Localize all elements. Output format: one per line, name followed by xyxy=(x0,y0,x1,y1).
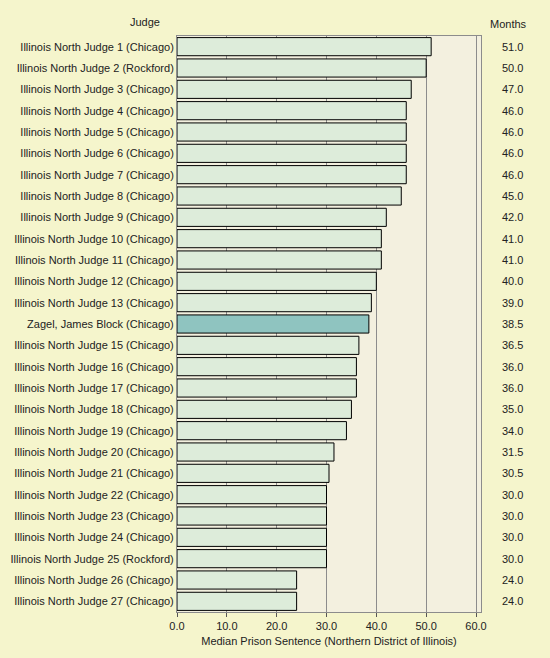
svg-text:Illinois North Judge 18 (Chica: Illinois North Judge 18 (Chicago) xyxy=(14,403,174,415)
svg-text:Illinois North Judge 25 (Rockf: Illinois North Judge 25 (Rockford) xyxy=(11,553,174,565)
svg-text:Illinois North Judge 10 (Chica: Illinois North Judge 10 (Chicago) xyxy=(14,233,174,245)
svg-text:36.5: 36.5 xyxy=(502,339,523,351)
svg-text:Illinois North Judge 26 (Chica: Illinois North Judge 26 (Chicago) xyxy=(14,574,174,586)
svg-text:Median Prison Sentence (Northe: Median Prison Sentence (Northern Distric… xyxy=(201,635,457,647)
svg-text:31.5: 31.5 xyxy=(502,446,523,458)
svg-text:46.0: 46.0 xyxy=(502,126,523,138)
svg-text:Illinois North Judge 12 (Chica: Illinois North Judge 12 (Chicago) xyxy=(14,275,174,287)
svg-text:Illinois North Judge 15 (Chica: Illinois North Judge 15 (Chicago) xyxy=(14,339,174,351)
svg-text:24.0: 24.0 xyxy=(502,574,523,586)
svg-text:Illinois North Judge 17 (Chica: Illinois North Judge 17 (Chicago) xyxy=(14,382,174,394)
svg-text:10.0: 10.0 xyxy=(216,620,237,632)
svg-text:Illinois North Judge 23 (Chica: Illinois North Judge 23 (Chicago) xyxy=(14,510,174,522)
svg-text:Illinois North Judge 13 (Chica: Illinois North Judge 13 (Chicago) xyxy=(14,297,174,309)
svg-text:Illinois North Judge 8 (Chicag: Illinois North Judge 8 (Chicago) xyxy=(20,190,173,202)
svg-text:41.0: 41.0 xyxy=(502,233,523,245)
svg-text:Judge: Judge xyxy=(130,16,160,28)
svg-text:45.0: 45.0 xyxy=(502,190,523,202)
svg-text:50.0: 50.0 xyxy=(415,620,436,632)
svg-text:Illinois North Judge 19 (Chica: Illinois North Judge 19 (Chicago) xyxy=(14,425,174,437)
svg-text:Illinois North Judge 11 (Chica: Illinois North Judge 11 (Chicago) xyxy=(15,254,174,266)
svg-text:30.0: 30.0 xyxy=(502,531,523,543)
svg-text:24.0: 24.0 xyxy=(502,595,523,607)
svg-text:Months: Months xyxy=(490,18,527,30)
svg-text:46.0: 46.0 xyxy=(502,169,523,181)
svg-text:30.0: 30.0 xyxy=(316,620,337,632)
svg-text:35.0: 35.0 xyxy=(502,403,523,415)
svg-text:38.5: 38.5 xyxy=(502,318,523,330)
svg-text:Illinois North Judge 27 (Chica: Illinois North Judge 27 (Chicago) xyxy=(14,595,174,607)
svg-text:46.0: 46.0 xyxy=(502,147,523,159)
svg-text:30.0: 30.0 xyxy=(502,510,523,522)
svg-text:Illinois North Judge 3 (Chicag: Illinois North Judge 3 (Chicago) xyxy=(20,83,173,95)
svg-text:Illinois North Judge 16 (Chica: Illinois North Judge 16 (Chicago) xyxy=(14,361,174,373)
svg-text:42.0: 42.0 xyxy=(502,211,523,223)
svg-text:47.0: 47.0 xyxy=(502,83,523,95)
svg-text:30.0: 30.0 xyxy=(502,553,523,565)
svg-text:30.5: 30.5 xyxy=(502,467,523,479)
svg-text:Illinois North Judge 22 (Chica: Illinois North Judge 22 (Chicago) xyxy=(14,489,174,501)
svg-text:Illinois North Judge 24 (Chica: Illinois North Judge 24 (Chicago) xyxy=(14,531,174,543)
svg-text:36.0: 36.0 xyxy=(502,361,523,373)
svg-text:60.0: 60.0 xyxy=(465,620,486,632)
svg-text:Illinois North Judge 2 (Rockfo: Illinois North Judge 2 (Rockford) xyxy=(17,62,174,74)
svg-text:Illinois North Judge 7 (Chicag: Illinois North Judge 7 (Chicago) xyxy=(20,169,173,181)
svg-text:30.0: 30.0 xyxy=(502,489,523,501)
svg-text:Illinois North Judge 5 (Chicag: Illinois North Judge 5 (Chicago) xyxy=(20,126,173,138)
svg-text:Illinois North Judge 20 (Chica: Illinois North Judge 20 (Chicago) xyxy=(14,446,174,458)
svg-text:50.0: 50.0 xyxy=(502,62,523,74)
svg-text:46.0: 46.0 xyxy=(502,105,523,117)
svg-text:40.0: 40.0 xyxy=(366,620,387,632)
svg-text:Illinois North Judge 1 (Chicag: Illinois North Judge 1 (Chicago) xyxy=(20,41,173,53)
svg-text:51.0: 51.0 xyxy=(502,41,523,53)
svg-text:Illinois North Judge 21 (Chica: Illinois North Judge 21 (Chicago) xyxy=(14,467,174,479)
svg-text:41.0: 41.0 xyxy=(502,254,523,266)
svg-text:Illinois North Judge 4 (Chicag: Illinois North Judge 4 (Chicago) xyxy=(20,105,173,117)
svg-text:20.0: 20.0 xyxy=(266,620,287,632)
svg-text:39.0: 39.0 xyxy=(502,297,523,309)
svg-text:0.0: 0.0 xyxy=(169,620,184,632)
svg-text:36.0: 36.0 xyxy=(502,382,523,394)
svg-text:Illinois North Judge 9 (Chicag: Illinois North Judge 9 (Chicago) xyxy=(20,211,173,223)
svg-text:34.0: 34.0 xyxy=(502,425,523,437)
svg-text:Zagel, James Block (Chicago): Zagel, James Block (Chicago) xyxy=(27,318,174,330)
svg-text:40.0: 40.0 xyxy=(502,275,523,287)
svg-text:Illinois North Judge 6 (Chicag: Illinois North Judge 6 (Chicago) xyxy=(20,147,173,159)
